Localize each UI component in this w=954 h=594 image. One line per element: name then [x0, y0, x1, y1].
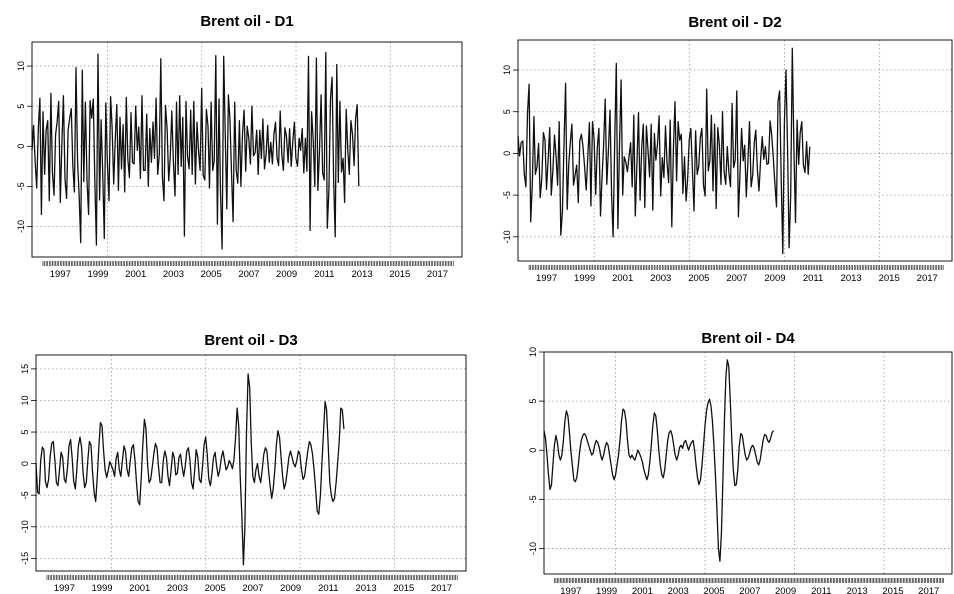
plot-frame: [517, 39, 953, 262]
x-tick-label: 2017: [427, 269, 448, 280]
x-tick-label: 2011: [803, 273, 823, 284]
y-tick-label: 10: [528, 347, 538, 357]
x-tick-label: 1999: [596, 586, 617, 594]
series-line: [543, 359, 775, 562]
y-tick-label: 5: [16, 104, 26, 109]
chart-title: Brent oil - D1: [200, 13, 293, 30]
chart-title: Brent oil - D3: [204, 332, 297, 349]
x-tick-label: 2005: [688, 273, 709, 284]
plot-frame: [35, 354, 467, 572]
x-tick-label: 2013: [355, 583, 376, 594]
x-tick-label: 2001: [125, 269, 146, 280]
x-tick-label: 2013: [841, 273, 862, 284]
series-line: [35, 373, 345, 566]
x-tick-label: 2009: [280, 583, 301, 594]
x-tick-label: 2001: [129, 583, 150, 594]
x-tick-label: 2007: [242, 583, 263, 594]
x-minor-ticks: [528, 265, 944, 270]
chart-title: Brent oil - D2: [688, 14, 781, 31]
y-tick-label: 0: [16, 144, 26, 149]
x-tick-label: 2017: [918, 586, 939, 594]
chart-panel-3: Brent oil - D3 -15 -10 -5 0 5 10 15 1997 1999 2001…: [20, 332, 467, 594]
y-tick-label: -10: [528, 542, 538, 555]
x-tick-label: 1999: [91, 583, 112, 594]
y-tick-label: 10: [502, 65, 512, 75]
x-minor-ticks: [46, 575, 458, 580]
series-line: [31, 51, 360, 250]
x-tick-label: 2009: [775, 586, 796, 594]
chart-panel-4: Brent oil - D4 -10 -5 0 5 10 1997 1999 2001 2003 2…: [528, 330, 953, 594]
x-minor-ticks: [42, 261, 454, 266]
x-tick-label: 2013: [351, 269, 372, 280]
x-tick-label: 2009: [276, 269, 297, 280]
x-tick-label: 1997: [50, 269, 71, 280]
x-tick-label: 2003: [167, 583, 188, 594]
y-tick-label: -5: [528, 495, 538, 503]
x-tick-label: 2017: [917, 273, 938, 284]
x-tick-label: 2017: [431, 583, 452, 594]
x-tick-label: 2015: [882, 586, 903, 594]
y-tick-label: 10: [20, 395, 30, 405]
x-tick-label: 2007: [726, 273, 747, 284]
y-tick-label: -10: [20, 520, 30, 533]
y-tick-label: -10: [16, 220, 26, 233]
x-tick-label: 2003: [668, 586, 689, 594]
y-tick-label: 5: [502, 109, 512, 114]
x-tick-label: 2015: [393, 583, 414, 594]
y-tick-label: 15: [20, 364, 30, 374]
x-tick-label: 2007: [739, 586, 760, 594]
x-tick-label: 2001: [612, 273, 633, 284]
plot-frame: [31, 41, 463, 258]
y-tick-label: 0: [528, 448, 538, 453]
x-tick-label: 2015: [879, 273, 900, 284]
chart-panel-1: Brent oil - D1 -10 -5 0 5 10 1997 1999 2001 2003 2…: [16, 13, 463, 280]
plot-frame: [543, 351, 953, 575]
x-tick-label: 1997: [54, 583, 75, 594]
x-tick-label: 2005: [201, 269, 222, 280]
y-tick-label: -5: [16, 182, 26, 190]
x-tick-label: 1997: [560, 586, 581, 594]
y-tick-label: 5: [528, 399, 538, 404]
x-tick-label: 2011: [811, 586, 831, 594]
x-tick-label: 2011: [318, 583, 338, 594]
y-tick-label: -10: [502, 230, 512, 243]
x-tick-label: 2005: [205, 583, 226, 594]
chart-panel-2: Brent oil - D2 -10 -5 0 5 10 1997 1999 2001 2003 2…: [502, 14, 953, 284]
y-tick-label: 0: [502, 151, 512, 156]
x-tick-label: 1999: [87, 269, 108, 280]
series-line: [517, 47, 811, 255]
x-tick-label: 2001: [632, 586, 653, 594]
y-tick-label: -15: [20, 552, 30, 565]
x-tick-label: 1997: [536, 273, 557, 284]
x-tick-label: 2011: [314, 269, 334, 280]
x-tick-label: 2003: [650, 273, 671, 284]
y-tick-label: -5: [502, 191, 512, 199]
y-tick-label: 10: [16, 61, 26, 71]
x-tick-label: 2007: [238, 269, 259, 280]
chart-title: Brent oil - D4: [701, 330, 795, 347]
y-tick-label: 5: [20, 430, 30, 435]
x-tick-label: 2013: [847, 586, 868, 594]
x-tick-label: 2009: [764, 273, 785, 284]
x-tick-label: 1999: [574, 273, 595, 284]
x-tick-label: 2005: [703, 586, 724, 594]
x-minor-ticks: [554, 578, 944, 583]
y-tick-label: 0: [20, 461, 30, 466]
x-tick-label: 2015: [389, 269, 410, 280]
y-tick-label: -5: [20, 491, 30, 499]
x-tick-label: 2003: [163, 269, 184, 280]
